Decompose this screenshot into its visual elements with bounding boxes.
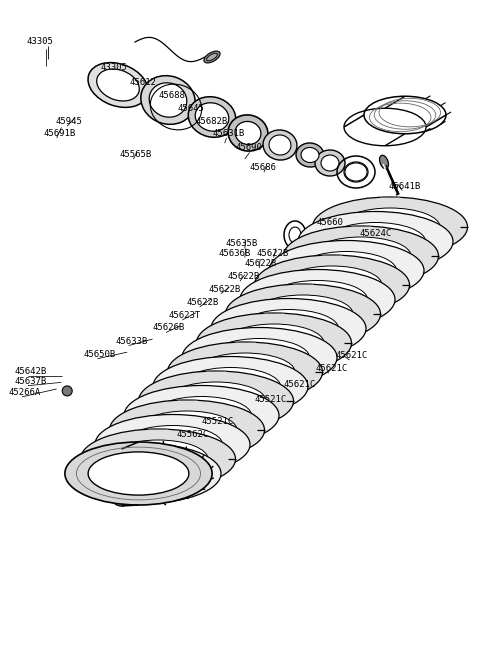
Text: 45625C: 45625C (101, 477, 133, 486)
Text: 45686: 45686 (250, 163, 276, 172)
Ellipse shape (209, 338, 310, 376)
Text: 45521C: 45521C (202, 417, 234, 426)
Ellipse shape (88, 452, 189, 495)
Ellipse shape (211, 298, 366, 359)
Text: 45650B: 45650B (84, 350, 116, 359)
Text: 45626B: 45626B (153, 323, 185, 332)
Ellipse shape (108, 440, 208, 478)
Text: 45565B: 45565B (120, 150, 152, 159)
Ellipse shape (228, 115, 268, 151)
Ellipse shape (253, 295, 353, 333)
Ellipse shape (141, 76, 195, 124)
Text: 45622B: 45622B (186, 298, 218, 307)
Ellipse shape (204, 51, 220, 63)
Text: 45521C: 45521C (254, 395, 287, 404)
Text: 45631B: 45631B (212, 129, 244, 138)
Ellipse shape (298, 212, 453, 271)
Text: 45633B: 45633B (115, 336, 147, 346)
Ellipse shape (180, 367, 280, 405)
Text: 45621C: 45621C (316, 364, 348, 373)
Text: 45622B: 45622B (245, 259, 277, 268)
Ellipse shape (340, 208, 440, 246)
Ellipse shape (344, 162, 368, 182)
Text: 43305: 43305 (101, 63, 128, 72)
Ellipse shape (139, 371, 293, 431)
Ellipse shape (188, 97, 236, 137)
Text: 45627B: 45627B (139, 452, 171, 461)
Text: 45682B: 45682B (196, 117, 228, 126)
Ellipse shape (182, 327, 337, 388)
Text: 43305: 43305 (26, 37, 53, 46)
Ellipse shape (226, 284, 381, 344)
Ellipse shape (95, 415, 250, 474)
Circle shape (62, 386, 72, 396)
Text: 45691B: 45691B (43, 129, 75, 138)
Text: 45688: 45688 (158, 91, 185, 100)
Text: 45641B: 45641B (389, 181, 421, 191)
Ellipse shape (137, 411, 237, 449)
Text: 45690: 45690 (235, 143, 262, 152)
Text: 45635B: 45635B (226, 239, 258, 248)
Text: 45623T: 45623T (169, 311, 201, 320)
Ellipse shape (311, 237, 411, 275)
Ellipse shape (153, 357, 308, 417)
Ellipse shape (380, 155, 388, 169)
Text: 45636B: 45636B (218, 248, 251, 258)
Ellipse shape (65, 442, 212, 505)
Ellipse shape (124, 386, 279, 445)
Ellipse shape (269, 135, 291, 155)
Ellipse shape (296, 143, 324, 167)
Ellipse shape (267, 281, 368, 319)
Ellipse shape (240, 269, 395, 330)
Ellipse shape (269, 240, 424, 300)
Ellipse shape (94, 455, 193, 493)
Text: 45642B: 45642B (14, 367, 47, 376)
Ellipse shape (312, 197, 468, 257)
Ellipse shape (122, 426, 223, 463)
Ellipse shape (207, 53, 217, 60)
Ellipse shape (109, 400, 264, 460)
Ellipse shape (66, 443, 221, 503)
Text: 45266A: 45266A (9, 388, 41, 397)
Ellipse shape (168, 342, 323, 402)
Ellipse shape (152, 397, 252, 434)
Text: 45660: 45660 (317, 217, 344, 227)
Text: 45622B: 45622B (209, 284, 241, 294)
Text: 45612: 45612 (130, 78, 156, 87)
Ellipse shape (315, 150, 345, 176)
Ellipse shape (301, 147, 319, 162)
Ellipse shape (297, 252, 396, 290)
Ellipse shape (321, 155, 339, 171)
Ellipse shape (195, 353, 295, 391)
Text: 45945: 45945 (55, 117, 82, 126)
Ellipse shape (239, 309, 338, 348)
Text: 45621C: 45621C (336, 351, 368, 360)
Ellipse shape (149, 83, 187, 117)
Text: 45622B: 45622B (257, 248, 289, 258)
Ellipse shape (325, 223, 425, 260)
Ellipse shape (263, 130, 297, 160)
Ellipse shape (235, 122, 261, 145)
Ellipse shape (105, 449, 139, 506)
Text: 45637B: 45637B (14, 376, 47, 386)
Text: 45645: 45645 (178, 104, 204, 113)
Text: 45622B: 45622B (228, 272, 260, 281)
Ellipse shape (282, 266, 382, 304)
Text: 45632B: 45632B (122, 464, 155, 473)
Ellipse shape (196, 313, 351, 373)
Ellipse shape (284, 226, 439, 286)
Text: 45624C: 45624C (360, 229, 392, 238)
Ellipse shape (96, 69, 139, 101)
Ellipse shape (81, 429, 236, 489)
Ellipse shape (195, 102, 229, 131)
Text: 45621C: 45621C (283, 380, 315, 389)
Ellipse shape (88, 62, 148, 107)
Text: 45562C: 45562C (177, 430, 209, 439)
Ellipse shape (254, 255, 409, 315)
Ellipse shape (224, 324, 324, 362)
Ellipse shape (166, 382, 266, 420)
